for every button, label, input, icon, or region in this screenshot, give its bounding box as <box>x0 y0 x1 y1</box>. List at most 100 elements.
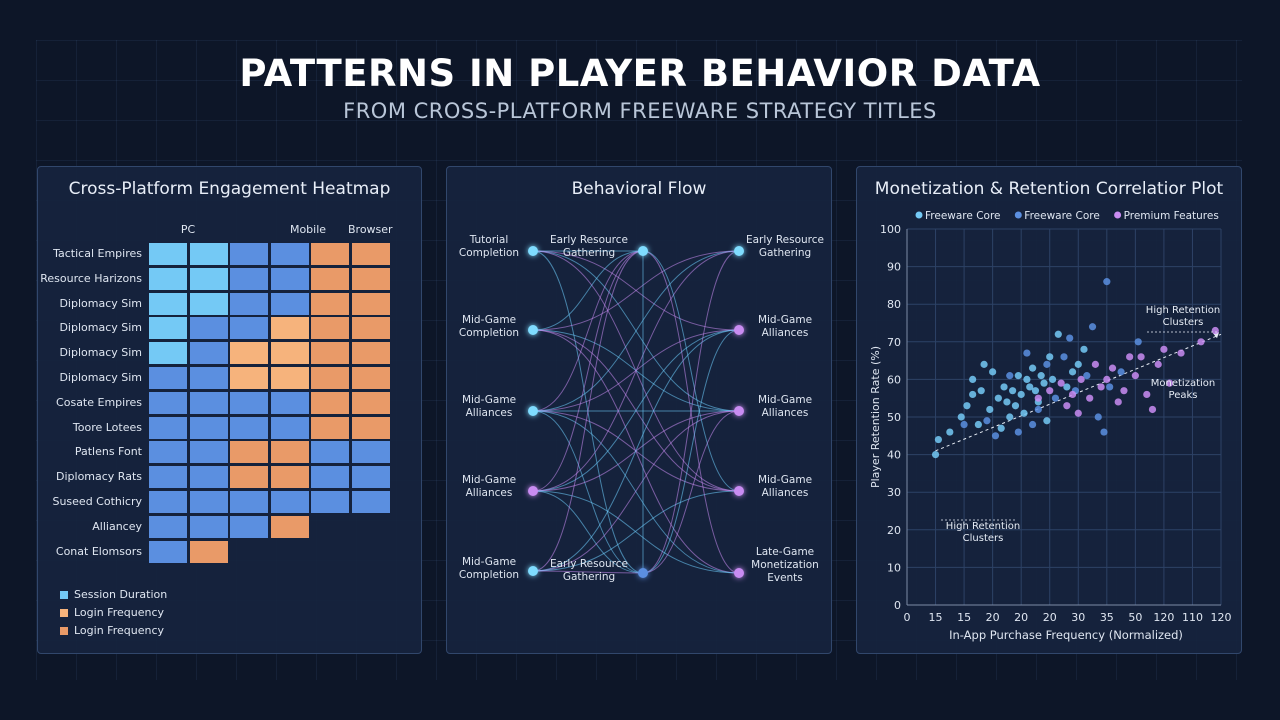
heatmap-cell <box>311 243 349 265</box>
scatter-point <box>1000 383 1008 391</box>
heatmap-row-label: Diplomacy Sim <box>59 371 142 384</box>
annotation-label: Clusters <box>1163 317 1204 328</box>
flow-link <box>532 490 644 574</box>
scatter-point <box>1014 372 1022 380</box>
heatmap-cell <box>311 367 349 389</box>
flow-node <box>638 246 648 256</box>
scatter-point <box>1034 405 1042 414</box>
heatmap-row-label: Diplomacy Sim <box>59 296 142 310</box>
flow-node <box>734 568 744 578</box>
scatter-point <box>946 428 954 436</box>
heatmap-cell <box>311 267 349 290</box>
heatmap-cell <box>189 367 228 389</box>
flow-node-label: Alliances <box>762 407 809 419</box>
scatter-point <box>1108 364 1117 372</box>
flow-node <box>528 406 538 416</box>
legend-marker <box>915 211 923 219</box>
heatmap-column-header: Browser <box>348 223 393 236</box>
annotation-label: Peaks <box>1169 390 1198 401</box>
legend-label: Login Frequency <box>74 624 164 637</box>
flow-link <box>532 250 740 492</box>
flow-link <box>532 570 644 574</box>
flow-link <box>532 250 644 331</box>
scatter-point <box>1177 349 1185 357</box>
scatter-point <box>1100 428 1108 436</box>
x-tick-label: 20 <box>986 611 1000 624</box>
flow-panel: Behavioral Flow Tutorial Completion Early … <box>446 166 832 654</box>
flow-link <box>532 250 740 331</box>
flow-node-label: Mid-Game <box>462 394 516 406</box>
scatter-point <box>1014 428 1022 436</box>
heatmap-cell <box>189 491 228 513</box>
scatter-point <box>1134 338 1142 346</box>
heatmap-cell <box>351 491 390 513</box>
heatmap-cell <box>230 243 268 265</box>
x-tick-label: 120 <box>1211 611 1232 624</box>
annotation-label: Monetization <box>1151 378 1215 389</box>
legend-marker <box>1114 211 1122 219</box>
flow-link <box>532 329 740 572</box>
heatmap-column-header: Mobile <box>289 223 327 236</box>
scatter-point <box>974 420 982 429</box>
flow-node-label: Tutorial <box>469 234 509 246</box>
scatter-point <box>1037 372 1045 380</box>
heatmap-cell <box>270 391 309 414</box>
heatmap-cell <box>189 391 228 414</box>
flow-node-label: Gathering <box>563 571 615 583</box>
page-subtitle: FROM CROSS-PLATFORM FREEWARE STRATEGY TI… <box>343 99 937 123</box>
x-tick-label: 35 <box>1100 611 1114 624</box>
scatter-point <box>1114 398 1122 406</box>
flow-link <box>532 250 740 412</box>
scatter-point <box>1020 409 1028 417</box>
scatter-title: Monetization & Retention Correlatior Plo… <box>874 179 1224 199</box>
scatter-point <box>1048 375 1057 383</box>
heatmap-cell <box>351 441 390 464</box>
flow-title: Behavioral Flow <box>571 179 707 199</box>
page-title: PATTERNS IN PLAYER BEHAVIOR DATA <box>239 52 1041 95</box>
heatmap-cell <box>351 243 390 265</box>
scatter-point <box>1094 413 1102 421</box>
heatmap-cell <box>149 391 187 414</box>
flow-node-label: Mid-Game <box>462 556 516 568</box>
heatmap-cell <box>351 292 390 315</box>
flow-node-label: Alliances <box>466 487 513 499</box>
heatmap-title: Cross-Platform Engagement Heatmap <box>68 179 391 199</box>
scatter-point <box>989 368 997 376</box>
heatmap-row-label: Diplomacy Rats <box>56 470 142 484</box>
scatter-point <box>963 402 971 410</box>
heatmap-legend-item: Session Duration <box>60 588 167 601</box>
scatter-point <box>1063 383 1071 391</box>
heatmap-cell <box>149 540 187 563</box>
scatter-point <box>1068 368 1077 376</box>
flow-node-label: Early Resource <box>550 558 628 570</box>
y-tick-label: 30 <box>887 486 901 499</box>
heatmap-cell <box>311 292 349 315</box>
scatter-point <box>1197 338 1205 346</box>
heatmap-cell <box>149 416 187 439</box>
flow-node <box>734 246 744 256</box>
y-tick-label: 20 <box>887 524 901 537</box>
flow-node <box>638 568 648 578</box>
flow-link <box>642 250 740 492</box>
heatmap-cell <box>351 416 390 439</box>
scatter-point <box>1097 383 1105 391</box>
heatmap-cell <box>189 317 228 340</box>
heatmap-cell <box>351 391 390 414</box>
heatmap-cell <box>270 491 309 513</box>
flow-node-label: Mid-Game <box>758 474 812 486</box>
heatmap-cell <box>270 292 309 315</box>
scatter-point <box>1029 420 1037 429</box>
scatter-point <box>1011 402 1020 410</box>
legend-label: Freeware Core <box>925 210 1001 222</box>
heatmap-cell <box>311 441 349 464</box>
scatter-point <box>1043 417 1051 425</box>
heatmap-row-label: Suseed Cothicry <box>52 495 142 508</box>
x-tick-label: 15 <box>957 611 971 624</box>
flow-link <box>642 410 740 574</box>
scatter-point <box>1006 372 1014 380</box>
scatter-point <box>1074 360 1082 368</box>
heatmap-row-label: Conat Elomsors <box>55 544 142 558</box>
heatmap-row-label: Diplomacy Sim <box>59 346 142 360</box>
flow-node <box>734 325 744 335</box>
